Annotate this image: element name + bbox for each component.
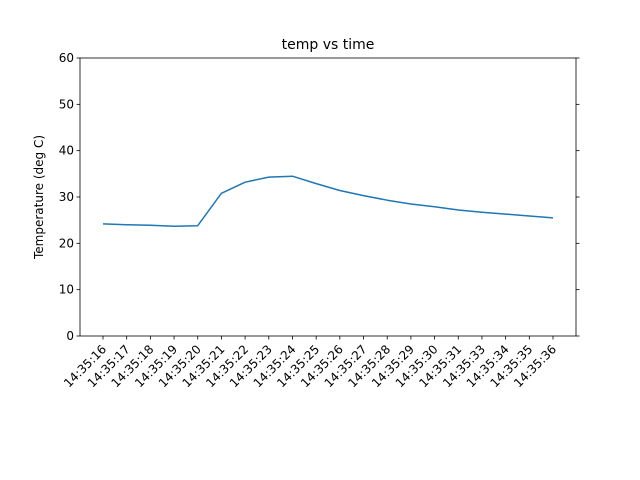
y-tick-label: 30 [59,190,74,204]
y-tick-label: 50 [59,97,74,111]
y-axis-label: Temperature (deg C) [32,135,46,260]
temperature-line [102,175,554,227]
axes-frame [79,57,577,337]
chart-title: temp vs time [282,37,375,53]
y-tick-label: 60 [59,51,74,65]
y-tick-label: 10 [59,283,74,297]
plot-area: 010203040506014:35:1614:35:1714:35:1814:… [59,51,580,390]
y-tick-label: 40 [59,144,74,158]
y-tick-label: 0 [66,329,74,343]
y-tick-label: 20 [59,236,74,250]
